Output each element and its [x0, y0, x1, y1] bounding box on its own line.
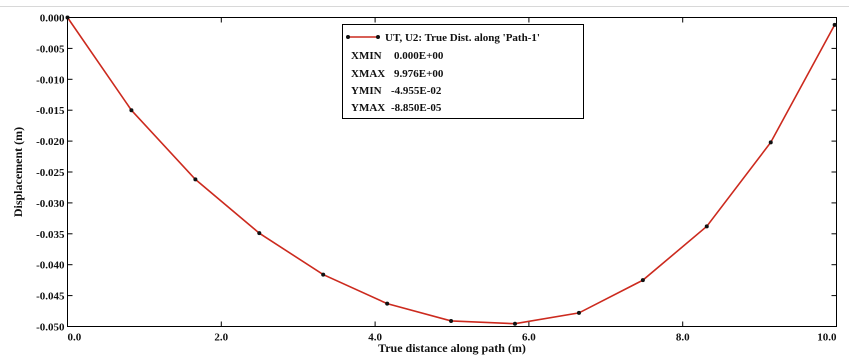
data-point [321, 272, 326, 277]
x-axis-label: True distance along path (m) [378, 341, 526, 355]
data-point [704, 224, 709, 229]
data-point [193, 177, 198, 182]
y-tick-label: -0.010 [36, 74, 65, 86]
legend-xmin-label: XMIN [351, 50, 382, 62]
x-tick-label: 0.0 [68, 332, 82, 344]
data-point [65, 15, 70, 20]
legend-ymin-value: -4.955E-02 [391, 85, 442, 97]
y-axis-label: Displacement (m) [11, 127, 25, 217]
legend-xmin-value: 0.000E+00 [394, 50, 444, 62]
legend-ymin-label: YMIN [351, 85, 382, 97]
series-layer [65, 15, 837, 326]
y-tick-label: -0.020 [36, 136, 65, 148]
y-tick-label: -0.015 [36, 105, 65, 117]
y-tick-label: -0.040 [36, 260, 65, 272]
y-tick-label: -0.025 [36, 167, 65, 179]
data-point [385, 301, 390, 306]
data-point [832, 22, 837, 27]
x-tick-label: 2.0 [214, 332, 228, 344]
x-tick-label: 8.0 [676, 332, 690, 344]
legend-series-name: UT, U2: True Dist. along 'Path-1' [385, 32, 540, 44]
y-tick-label: -0.045 [36, 291, 65, 303]
data-point [640, 278, 645, 283]
legend-swatch-marker-start [346, 35, 350, 39]
y-tick-label: -0.005 [36, 43, 65, 55]
x-tick-label: 10.0 [817, 332, 837, 344]
data-point [257, 231, 262, 236]
x-tick-label: 6.0 [522, 332, 536, 344]
y-tick-label: -0.035 [36, 229, 65, 241]
legend-ymax-value: -8.850E-05 [391, 102, 442, 114]
legend-box [342, 24, 584, 119]
data-point [768, 140, 773, 145]
legend: UT, U2: True Dist. along 'Path-1' XMIN 0… [342, 24, 584, 119]
y-tick-label: 0.000 [40, 13, 65, 25]
y-axis: 0.000 -0.005 -0.010 -0.015 -0.020 -0.025 -0.03… [36, 13, 837, 334]
legend-ymax-label: YMAX [351, 102, 385, 114]
x-axis: 0.0 2.0 4.0 6.0 8.0 10.0 [67, 17, 837, 344]
data-point [129, 108, 134, 113]
legend-swatch-marker-end [376, 35, 380, 39]
y-tick-label: -0.030 [36, 198, 65, 210]
data-point [576, 310, 581, 315]
y-tick-label: -0.050 [36, 322, 65, 334]
data-point [512, 321, 517, 326]
data-point [449, 318, 454, 323]
legend-xmax-value: 9.976E+00 [394, 68, 444, 80]
x-tick-label: 4.0 [368, 332, 382, 344]
legend-xmax-label: XMAX [351, 68, 385, 80]
